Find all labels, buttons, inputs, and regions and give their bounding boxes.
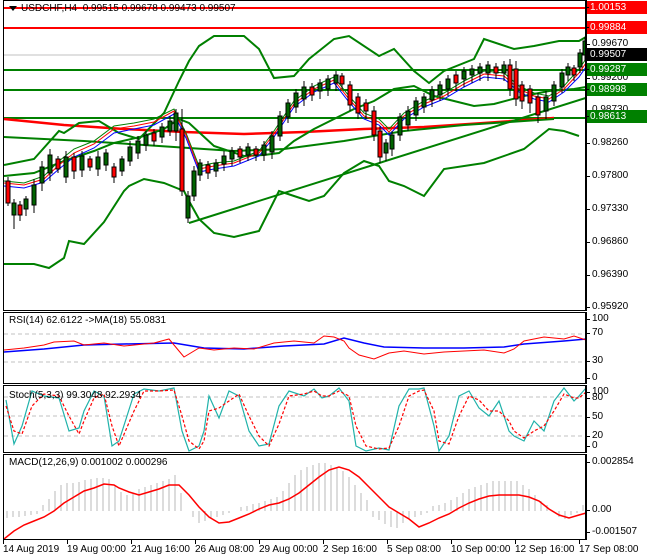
time-label: 10 Sep 00:00 bbox=[451, 540, 511, 555]
stochastic-plot bbox=[4, 387, 585, 452]
time-label: 12 Sep 16:00 bbox=[515, 540, 575, 555]
macd-pane[interactable]: MACD(12,26,9) 0.001002 0.000296 bbox=[3, 454, 586, 540]
rsi-plot bbox=[4, 333, 585, 363]
time-label: 17 Sep 08:00 bbox=[579, 540, 639, 555]
symbol-label: USDCHF,H4 bbox=[21, 3, 78, 14]
price-plot bbox=[4, 7, 585, 270]
resistance-level-badge: 0.99884 bbox=[586, 21, 647, 34]
time-label: 26 Aug 08:00 bbox=[195, 540, 254, 555]
rsi-label: RSI(14) 62.6122 ->MA(18) 55.0831 bbox=[9, 315, 167, 326]
support-level-badge: 0.98613 bbox=[586, 110, 647, 123]
chart-header: USDCHF,H4 0.99515 0.99678 0.99473 0.9950… bbox=[9, 3, 236, 14]
ohlc-values: 0.99515 0.99678 0.99473 0.99507 bbox=[82, 3, 236, 14]
rsi-pane[interactable]: RSI(14) 62.6122 ->MA(18) 55.0831 bbox=[3, 312, 586, 384]
macd-axis: 0.002854 0.00 -0.001507 bbox=[586, 454, 660, 540]
time-label: 5 Sep 08:00 bbox=[387, 540, 441, 555]
price-axis: 0.99670 0.99200 0.98730 0.98260 0.97800 … bbox=[586, 0, 660, 312]
support-level-badge: 0.98998 bbox=[586, 83, 647, 96]
last-price-badge: 0.99507 bbox=[586, 48, 647, 61]
time-label: 2 Sep 16:00 bbox=[323, 540, 377, 555]
macd-plot bbox=[4, 463, 585, 539]
stochastic-pane[interactable]: Stoch(5,3,3) 99.3048 92.2934 bbox=[3, 385, 586, 453]
support-level-badge: 0.99287 bbox=[586, 63, 647, 76]
time-label: 21 Aug 16:00 bbox=[131, 540, 190, 555]
stochastic-label: Stoch(5,3,3) 99.3048 92.2934 bbox=[9, 390, 142, 401]
time-label: 19 Aug 00:00 bbox=[67, 540, 126, 555]
resistance-level-badge: 1.00153 bbox=[586, 1, 647, 14]
candlesticks bbox=[5, 37, 585, 229]
stochastic-axis: 100 80 50 20 0 bbox=[586, 385, 660, 453]
rsi-axis: 100 70 30 0 bbox=[586, 312, 660, 384]
triangle-down-icon[interactable] bbox=[9, 5, 17, 11]
macd-label: MACD(12,26,9) 0.001002 0.000296 bbox=[9, 457, 168, 468]
time-label: 14 Aug 2019 bbox=[3, 540, 60, 555]
price-chart-pane[interactable]: USDCHF,H4 0.99515 0.99678 0.99473 0.9950… bbox=[3, 0, 586, 311]
time-label: 29 Aug 00:00 bbox=[259, 540, 318, 555]
